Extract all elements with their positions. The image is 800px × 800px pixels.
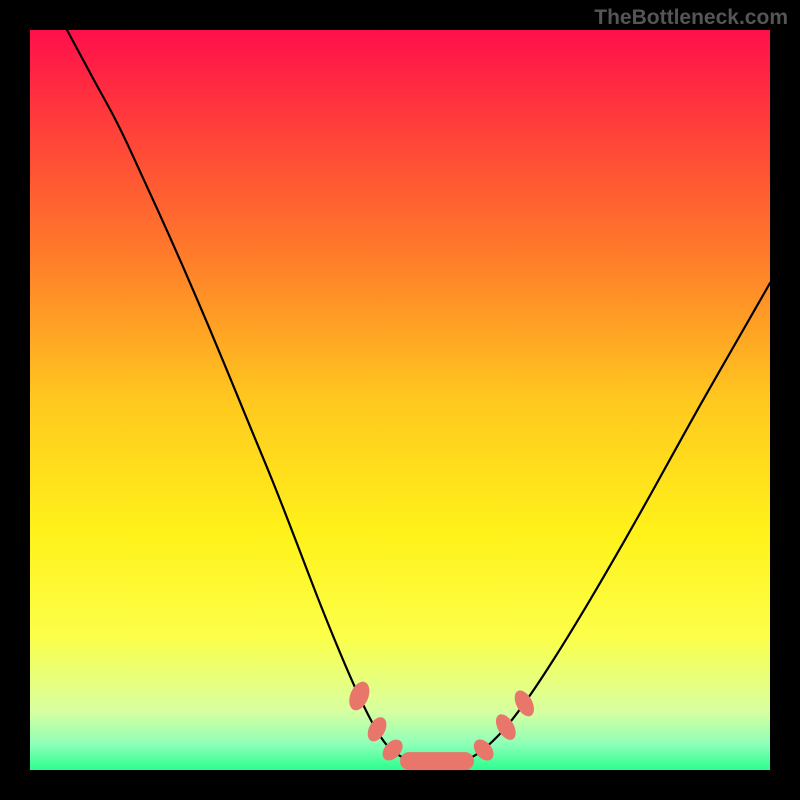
watermark-text: TheBottleneck.com — [594, 6, 788, 30]
curve-bottom-bar — [400, 752, 474, 770]
bottleneck-curve — [67, 30, 770, 762]
curve-marker — [345, 679, 373, 714]
chart-container: TheBottleneck.com — [0, 0, 800, 800]
curve-marker — [364, 714, 390, 744]
curve-overlay — [0, 0, 800, 800]
